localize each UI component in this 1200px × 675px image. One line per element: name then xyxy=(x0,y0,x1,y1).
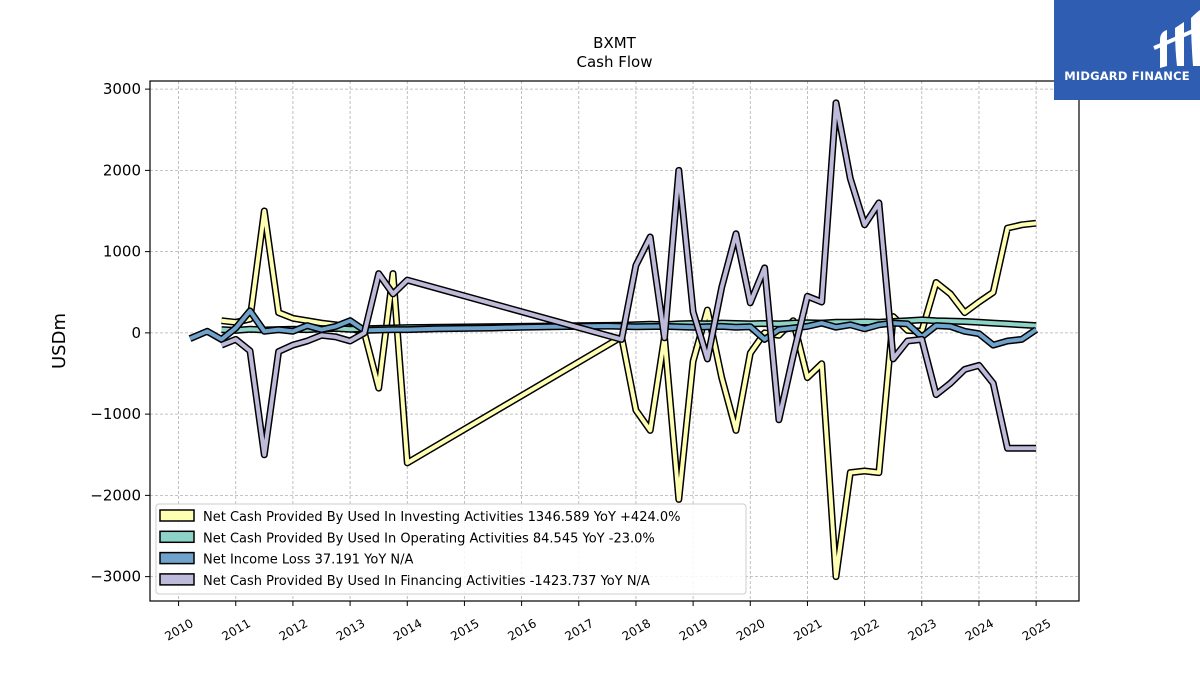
y-tick-label: −2000 xyxy=(90,486,141,504)
x-tick-label: 2016 xyxy=(505,616,538,643)
x-tick-label: 2019 xyxy=(677,616,710,643)
chart-subtitle: Cash Flow xyxy=(577,53,653,71)
legend: Net Cash Provided By Used In Investing A… xyxy=(155,503,747,595)
y-axis-ticks: 3000 2000 1000 0 −1000 −2000 −3000 xyxy=(90,80,150,586)
y-tick-label: −1000 xyxy=(90,405,141,423)
legend-entry: Net Cash Provided By Used In Investing A… xyxy=(203,510,681,525)
series-line xyxy=(189,308,1038,348)
brand-logo: MIDGARD FINANCE xyxy=(1054,0,1200,100)
legend-entry: Net Cash Provided By Used In Financing A… xyxy=(203,574,650,589)
plot-frame xyxy=(149,80,1080,602)
x-tick-label: 2022 xyxy=(848,616,881,643)
series-0 xyxy=(221,207,1037,581)
logo-text: MIDGARD FINANCE xyxy=(1064,69,1190,83)
y-tick-label: 1000 xyxy=(103,243,141,261)
x-tick-label: 2024 xyxy=(963,616,996,643)
legend-swatch xyxy=(159,573,195,586)
legend-entry: Net Income Loss 37.191 YoY N/A xyxy=(203,553,414,568)
x-tick-label: 2025 xyxy=(1020,616,1053,643)
y-axis-label: USDm xyxy=(49,313,70,369)
y-tick-label: 2000 xyxy=(103,161,141,179)
series-line xyxy=(221,209,1037,579)
legend-swatch xyxy=(159,530,195,544)
x-tick-label: 2014 xyxy=(391,616,424,643)
series-line-outline xyxy=(220,99,1037,459)
chart-title: BXMT xyxy=(593,34,637,52)
series-line xyxy=(220,100,1037,457)
x-tick-label: 2023 xyxy=(906,616,939,643)
series-2 xyxy=(188,307,1039,349)
legend-swatch xyxy=(159,509,195,522)
y-tick-label: 0 xyxy=(131,324,141,342)
x-axis-ticks: 2010 2011 2012 2013 2014 2015 2016 2017 2018 2019… xyxy=(162,601,1053,644)
x-tick-label: 2020 xyxy=(734,616,767,643)
legend-box xyxy=(155,503,747,595)
series-lines xyxy=(188,99,1039,581)
x-tick-label: 2010 xyxy=(162,616,195,643)
series-3 xyxy=(220,99,1037,459)
logo-mark-icon xyxy=(1153,10,1200,68)
legend-entry: Net Cash Provided By Used In Operating A… xyxy=(203,531,655,546)
x-tick-label: 2012 xyxy=(277,616,310,643)
legend-swatch xyxy=(159,551,195,565)
x-tick-label: 2021 xyxy=(791,616,824,643)
x-tick-label: 2017 xyxy=(563,616,596,643)
x-tick-label: 2011 xyxy=(220,616,253,643)
x-tick-label: 2013 xyxy=(334,616,367,643)
y-tick-label: −3000 xyxy=(90,568,141,586)
x-tick-label: 2015 xyxy=(448,616,481,643)
x-tick-label: 2018 xyxy=(620,616,653,643)
y-tick-label: 3000 xyxy=(103,80,141,98)
